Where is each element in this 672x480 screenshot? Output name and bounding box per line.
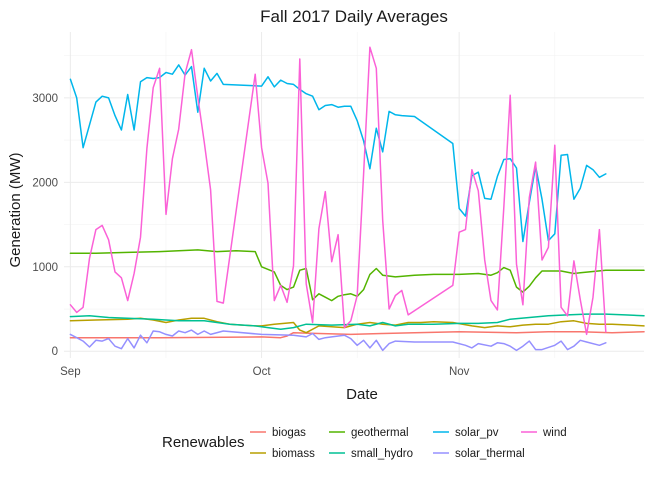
legend-label: biogas <box>272 427 306 439</box>
legend-label: solar_pv <box>455 427 499 439</box>
legend-title: Renewables <box>162 434 245 451</box>
x-tick-label: Sep <box>60 366 80 378</box>
y-tick-label: 2000 <box>32 177 58 189</box>
series-line-small_hydro <box>69 313 645 331</box>
y-axis-title: Generation (MW) <box>7 152 24 267</box>
legend-label: biomass <box>272 448 315 460</box>
series-line-solar_thermal <box>69 329 607 352</box>
chart-title: Fall 2017 Daily Averages <box>260 7 448 26</box>
legend: biogas biomass geothermal small_hydro solar_… <box>250 427 567 460</box>
x-axis-title: Date <box>346 386 378 403</box>
legend-item-biogas: biogas <box>250 427 306 439</box>
legend-item-solar_thermal: solar_thermal <box>433 448 525 460</box>
legend-label: solar_thermal <box>455 448 525 460</box>
x-tick-labels: Sep Oct Nov <box>60 366 469 378</box>
legend-item-small_hydro: small_hydro <box>329 448 413 460</box>
series-line-biogas <box>69 331 645 339</box>
x-tick-label: Nov <box>449 366 470 378</box>
series-line-solar_pv <box>69 64 607 243</box>
series-line-wind <box>69 46 607 336</box>
legend-item-geothermal: geothermal <box>329 427 409 439</box>
legend-item-solar_pv: solar_pv <box>433 427 499 439</box>
legend-item-wind: wind <box>521 427 567 439</box>
series-line-geothermal <box>69 249 645 302</box>
y-tick-label: 0 <box>52 346 58 358</box>
y-tick-label: 1000 <box>32 262 58 274</box>
y-tick-label: 3000 <box>32 93 58 105</box>
y-tick-labels: 0 1000 2000 3000 <box>32 93 58 358</box>
legend-item-biomass: biomass <box>250 448 315 460</box>
legend-label: small_hydro <box>351 448 413 460</box>
x-tick-label: Oct <box>253 366 272 378</box>
series-layer <box>69 46 645 352</box>
legend-label: wind <box>542 427 567 439</box>
legend-label: geothermal <box>351 427 409 439</box>
